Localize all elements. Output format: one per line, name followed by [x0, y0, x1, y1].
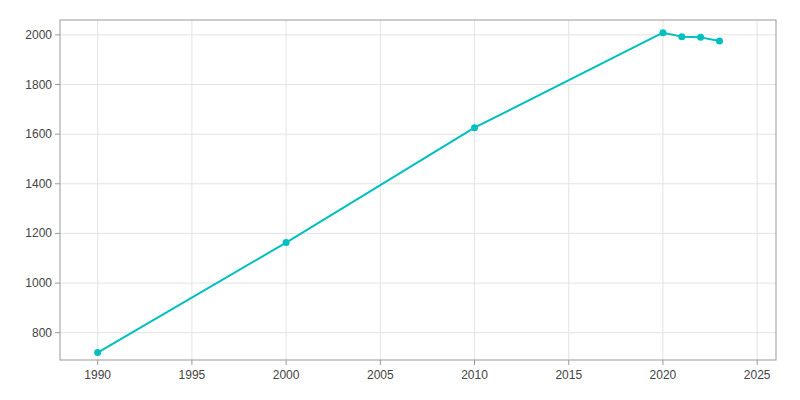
grid-line [60, 134, 776, 135]
grid-line [474, 20, 475, 360]
tick-mark [55, 84, 60, 85]
tick-mark [662, 360, 663, 365]
grid-line [60, 283, 776, 284]
x-tick-label: 2005 [367, 368, 394, 382]
grid-line [286, 20, 287, 360]
x-tick-label: 2010 [461, 368, 488, 382]
y-tick-label: 800 [32, 326, 52, 340]
y-tick-label: 1400 [25, 177, 52, 191]
grid-line [60, 183, 776, 184]
tick-mark [474, 360, 475, 365]
tick-mark [97, 360, 98, 365]
point [659, 29, 666, 36]
grid-line [97, 20, 98, 360]
point [94, 349, 101, 356]
grid-line [60, 233, 776, 234]
point [678, 33, 685, 40]
x-tick-label: 2025 [744, 368, 771, 382]
data-group [94, 29, 723, 356]
grid [60, 20, 776, 360]
tick-mark [568, 360, 569, 365]
grid-line [380, 20, 381, 360]
grid-line [662, 20, 663, 360]
y-tick-label: 2000 [25, 28, 52, 42]
chart-container: 1990 1995 2000 2005 2010 2015 2020 2025 800 1000 1… [0, 0, 800, 400]
x-tick-label: 1990 [84, 368, 111, 382]
tick-mark [55, 233, 60, 234]
line [98, 33, 720, 353]
ticks: 1990 1995 2000 2005 2010 2015 2020 2025 800 1000 1… [25, 28, 771, 382]
point [283, 239, 290, 246]
y-tick-label: 1600 [25, 127, 52, 141]
tick-mark [55, 283, 60, 284]
tick-mark [191, 360, 192, 365]
y-tick-label: 1800 [25, 78, 52, 92]
point [471, 124, 478, 131]
point [716, 38, 723, 45]
y-tick-label: 1000 [25, 276, 52, 290]
grid-line [60, 84, 776, 85]
tick-mark [55, 332, 60, 333]
grid-line [757, 20, 758, 360]
tick-mark [286, 360, 287, 365]
x-tick-label: 1995 [179, 368, 206, 382]
tick-mark [55, 183, 60, 184]
tick-mark [380, 360, 381, 365]
chart-svg: 1990 1995 2000 2005 2010 2015 2020 2025 800 1000 1… [0, 0, 800, 400]
x-tick-label: 2000 [273, 368, 300, 382]
tick-mark [757, 360, 758, 365]
plot-frame [60, 20, 776, 360]
x-tick-label: 2015 [555, 368, 582, 382]
grid-line [60, 332, 776, 333]
tick-mark [55, 34, 60, 35]
grid-line [568, 20, 569, 360]
y-tick-label: 1200 [25, 226, 52, 240]
tick-mark [55, 134, 60, 135]
point [697, 34, 704, 41]
grid-line [191, 20, 192, 360]
x-tick-label: 2020 [650, 368, 677, 382]
